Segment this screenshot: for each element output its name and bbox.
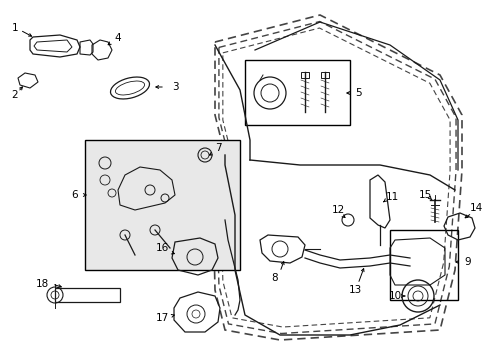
Text: 3: 3	[171, 82, 178, 92]
Bar	[244, 60, 349, 125]
Text: 8: 8	[271, 273, 278, 283]
Polygon shape	[301, 72, 308, 78]
Text: 4: 4	[115, 33, 121, 43]
Text: 5: 5	[354, 88, 361, 98]
Text: 1: 1	[12, 23, 18, 33]
Text: 17: 17	[155, 313, 168, 323]
Text: 16: 16	[155, 243, 168, 253]
Text: 11: 11	[385, 192, 398, 202]
Text: 12: 12	[331, 205, 344, 215]
Text: 15: 15	[418, 190, 431, 200]
Text: 13: 13	[347, 285, 361, 295]
Text: 7: 7	[214, 143, 221, 153]
Bar	[389, 230, 457, 300]
Polygon shape	[320, 72, 328, 78]
Text: 18: 18	[35, 279, 48, 289]
Text: 9: 9	[464, 257, 470, 267]
Bar	[85, 140, 240, 270]
Bar	[55, 288, 120, 302]
Text: 6: 6	[72, 190, 78, 200]
Text: 10: 10	[387, 291, 401, 301]
Text: 14: 14	[468, 203, 482, 213]
Text: 2: 2	[12, 90, 18, 100]
